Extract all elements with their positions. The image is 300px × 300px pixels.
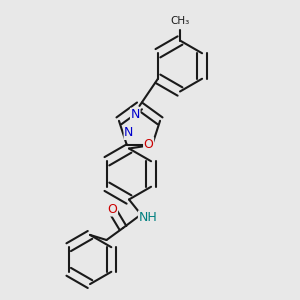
Text: N: N xyxy=(130,108,140,122)
Text: CH₃: CH₃ xyxy=(170,16,190,26)
Text: O: O xyxy=(108,203,117,216)
Text: NH: NH xyxy=(139,211,157,224)
Text: N: N xyxy=(124,126,134,140)
Text: O: O xyxy=(144,138,154,151)
